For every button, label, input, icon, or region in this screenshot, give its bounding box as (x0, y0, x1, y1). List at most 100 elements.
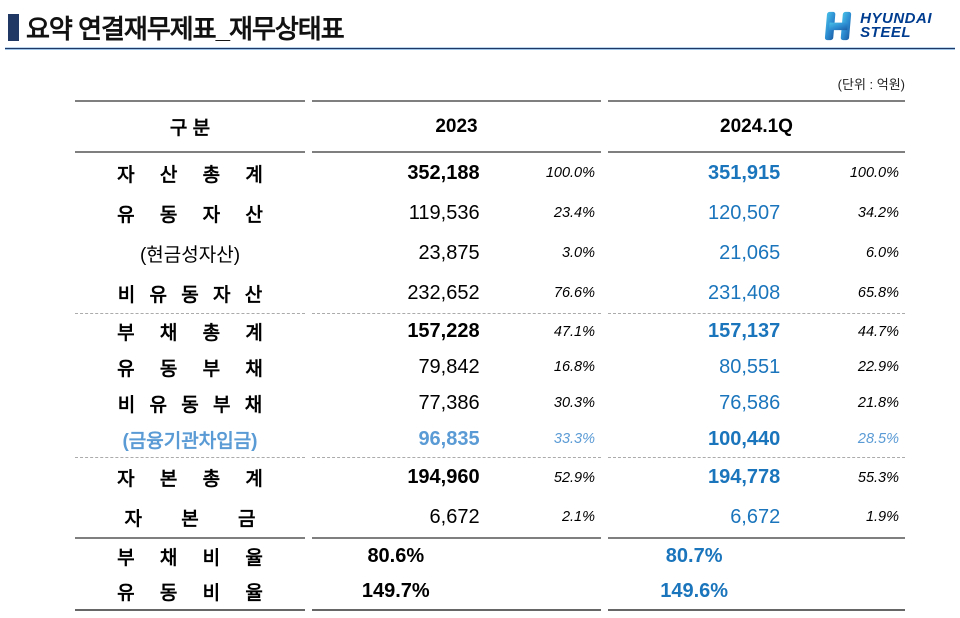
col-group-2024: 120,507 34.2% (608, 193, 905, 233)
value-2023: 77,386 (418, 391, 480, 414)
pct-2023: 47.1% (553, 323, 595, 340)
value-2024: 80,551 (719, 355, 781, 378)
table-row: 유 동 자 산 119,536 23.4% 120,507 34.2% (75, 193, 905, 233)
row-label: 부 채 총 계 (75, 313, 305, 349)
value-2024: 80.7% (665, 545, 723, 567)
table-body: 자 산 총 계 352,188 100.0% 351,915 100.0% 유 동 자 산… (75, 153, 905, 611)
row-label: (현금성자산) (139, 244, 241, 266)
row-label: 비 유 동 부 채 (117, 394, 263, 416)
value-2024: 76,586 (719, 391, 781, 414)
value-2023: 6,672 (429, 505, 480, 528)
col-group-2023: 77,386 30.3% (312, 385, 601, 421)
pct-2024: 21.8% (857, 395, 899, 411)
col-group-2024: 21,065 6.0% (608, 233, 905, 273)
value-2023: 149.7% (361, 580, 430, 602)
col-group-2023: 6,672 2.1% (312, 497, 601, 537)
value-2023: 194,960 (407, 466, 480, 488)
title-underline (5, 47, 955, 50)
row-label: 비 유 동 자 산 (117, 284, 263, 306)
value-2024: 120,507 (707, 201, 781, 224)
title-bullet (8, 14, 19, 41)
column-header-2023: 2023 (312, 100, 601, 153)
unit-note: (단위 : 억원) (837, 77, 905, 92)
table-row: 비 유 동 자 산 232,652 76.6% 231,408 65.8% (75, 273, 905, 313)
value-2024: 149.6% (660, 580, 729, 602)
col-group-2024: 80,551 22.9% (608, 349, 905, 385)
column-header-2024q1: 2024.1Q (608, 100, 905, 153)
value-2023: 352,188 (407, 161, 480, 184)
col-group-2023: 96,835 33.3% (312, 421, 601, 457)
row-label: 자 본 총 계 (75, 457, 305, 497)
col-group-2023: 232,652 76.6% (312, 273, 601, 313)
pct-2024: 65.8% (857, 285, 899, 301)
brand-name-line2: STEEL (860, 24, 911, 41)
table-row: 유 동 비 율 149.7% 149.6% (75, 574, 905, 611)
pct-2023: 3.0% (561, 245, 595, 261)
value-2023: 96,835 (418, 427, 480, 450)
pct-2023: 76.6% (553, 285, 595, 301)
col-group-2023: 23,875 3.0% (312, 233, 601, 273)
value-2024: 21,065 (719, 241, 781, 264)
table-row: 자 본 총 계 194,960 52.9% 194,778 55.3% (75, 457, 905, 497)
fin-table: 구 분 2023 2024.1Q 자 산 총 계 352,188 100.0% 351… (75, 100, 905, 611)
table-row: (현금성자산) 23,875 3.0% 21,065 6.0% (75, 233, 905, 273)
row-label: 유 동 부 채 (117, 358, 263, 380)
row-label: 자 산 총 계 (117, 164, 263, 186)
col-group-2023: 352,188 100.0% (312, 153, 601, 193)
brand-name: HYUNDAI STEEL (860, 10, 932, 41)
pct-2023: 30.3% (553, 395, 595, 411)
col-group-2024: 157,137 44.7% (608, 313, 905, 349)
table-row: 부 채 총 계 157,228 47.1% 157,137 44.7% (75, 313, 905, 349)
col-group-2023: 79,842 16.8% (312, 349, 601, 385)
value-2023: 80.6% (367, 545, 425, 567)
pct-2023: 52.9% (553, 469, 595, 486)
row-label: 유 동 자 산 (117, 204, 263, 226)
row-label: 자 본 금 (124, 508, 256, 530)
pct-2023: 23.4% (553, 205, 595, 221)
col-group-2024: 149.6% (608, 574, 905, 611)
pct-2024: 28.5% (857, 431, 899, 447)
value-2024: 100,440 (707, 427, 781, 450)
value-2023: 232,652 (407, 281, 480, 304)
row-label: 유 동 비 율 (75, 574, 305, 611)
pct-2024: 1.9% (865, 509, 899, 525)
pct-2023: 16.8% (553, 359, 595, 375)
pct-2023: 100.0% (545, 165, 595, 181)
pct-2024: 22.9% (857, 359, 899, 375)
col-group-2024: 80.7% (608, 537, 905, 574)
table-row: 부 채 비 율 80.6% 80.7% (75, 537, 905, 574)
col-group-2023: 194,960 52.9% (312, 457, 601, 497)
value-2024: 351,915 (707, 161, 781, 184)
page-header: 요약 연결재무제표_재무상태표 (8, 9, 345, 46)
pct-2023: 2.1% (561, 509, 595, 525)
hyundai-steel-h-icon (825, 11, 852, 41)
pct-2024: 44.7% (857, 323, 899, 340)
col-group-2023: 157,228 47.1% (312, 313, 601, 349)
col-group-2023: 119,536 23.4% (312, 193, 601, 233)
brand-name-line1: HYUNDAI (860, 10, 932, 27)
brand-logo: HYUNDAI STEEL (824, 10, 932, 42)
table-row: 자 본 금 6,672 2.1% 6,672 1.9% (75, 497, 905, 537)
pct-2024: 6.0% (865, 245, 899, 261)
col-group-2024: 194,778 55.3% (608, 457, 905, 497)
value-2023: 119,536 (408, 201, 480, 224)
col-group-2024: 231,408 65.8% (608, 273, 905, 313)
table-row: 유 동 부 채 79,842 16.8% 80,551 22.9% (75, 349, 905, 385)
col-group-2024: 351,915 100.0% (608, 153, 905, 193)
value-2024: 157,137 (707, 320, 781, 342)
table-row: 비 유 동 부 채 77,386 30.3% 76,586 21.8% (75, 385, 905, 421)
col-group-2024: 76,586 21.8% (608, 385, 905, 421)
col-group-2024: 6,672 1.9% (608, 497, 905, 537)
col-group-2024: 100,440 28.5% (608, 421, 905, 457)
pct-2024: 100.0% (849, 165, 899, 181)
row-label: 부 채 비 율 (75, 537, 305, 574)
value-2024: 194,778 (707, 466, 781, 488)
page-title: 요약 연결재무제표_재무상태표 (26, 14, 345, 44)
table-row: 자 산 총 계 352,188 100.0% 351,915 100.0% (75, 153, 905, 193)
pct-2024: 34.2% (857, 205, 899, 221)
value-2024: 6,672 (730, 505, 781, 528)
column-header-gubun: 구 분 (75, 100, 305, 153)
pct-2023: 33.3% (553, 431, 595, 447)
table-row: (금융기관차입금) 96,835 33.3% 100,440 28.5% (75, 421, 905, 457)
